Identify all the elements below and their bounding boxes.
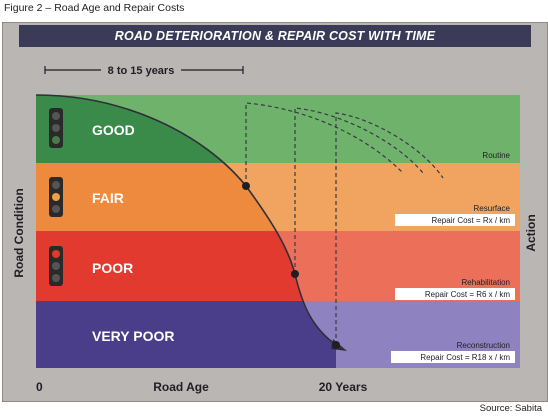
cost-box-resurface bbox=[395, 214, 515, 226]
cost-label-reconstruction: Repair Cost = R18 x / km bbox=[420, 353, 510, 362]
condition-label-very-poor: VERY POOR bbox=[92, 328, 174, 344]
deterioration-curve bbox=[35, 94, 340, 348]
cost-box-rehabilitation bbox=[395, 288, 515, 300]
x-axis-origin: 0 bbox=[36, 380, 43, 394]
curve-point-poor bbox=[291, 270, 299, 278]
cost-label-rehabilitation: Repair Cost = R6 x / km bbox=[425, 290, 510, 299]
condition-label-poor: POOR bbox=[92, 260, 133, 276]
curve-point-very-poor bbox=[332, 341, 340, 349]
traffic-light-fair-icon bbox=[49, 177, 63, 217]
y-axis-label: Road Condition bbox=[12, 188, 26, 277]
cost-box-reconstruction bbox=[391, 351, 515, 363]
title-bar bbox=[19, 25, 531, 47]
traffic-light-poor-icon bbox=[49, 246, 63, 286]
action-label-routine: Routine bbox=[482, 151, 510, 160]
span-indicator bbox=[44, 66, 244, 74]
action-label-rehabilitation: Rehabilitation bbox=[462, 278, 510, 287]
action-label-reconstruction: Reconstruction bbox=[457, 341, 510, 350]
deterioration-diagram: 8 to 15 years GOOD FAIR POOR VERY POOR R… bbox=[12, 65, 538, 394]
action-label-resurface: Resurface bbox=[474, 204, 511, 213]
span-label: 8 to 15 years bbox=[108, 65, 175, 77]
figure-caption: Figure 2 – Road Age and Repair Costs bbox=[4, 2, 185, 14]
curve-point-fair bbox=[242, 182, 250, 190]
condition-label-good: GOOD bbox=[92, 122, 135, 138]
diagram-title: ROAD DETERIORATION & REPAIR COST WITH TI… bbox=[114, 29, 436, 43]
x-axis-end: 20 Years bbox=[319, 380, 368, 394]
source-note: Source: Sabita bbox=[479, 403, 542, 414]
x-axis-label: Road Age bbox=[153, 380, 209, 394]
traffic-light-good-icon bbox=[49, 108, 63, 148]
right-axis-label: Action bbox=[524, 214, 538, 251]
repair-paths bbox=[245, 102, 444, 345]
cost-label-resurface: Repair Cost = Rx / km bbox=[432, 216, 511, 225]
diagram-panel: ROAD DETERIORATION & REPAIR COST WITH TI… bbox=[2, 22, 548, 402]
condition-label-fair: FAIR bbox=[92, 190, 124, 206]
